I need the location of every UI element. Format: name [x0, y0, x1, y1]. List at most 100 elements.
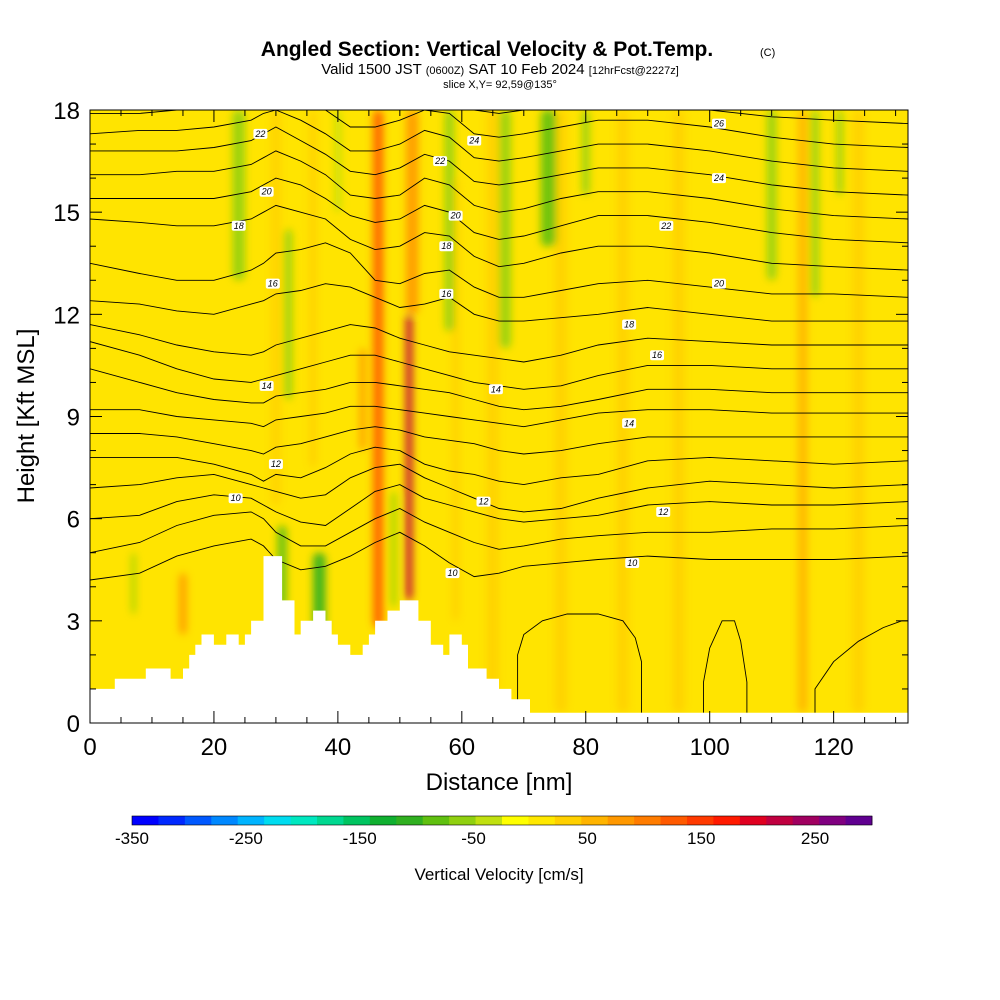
contour-label-bg [445, 568, 460, 579]
velocity-contour-1 [703, 620, 748, 713]
theta-contour-13 [90, 177, 908, 244]
contour-label-bg [622, 418, 637, 429]
contour-label-bg [711, 173, 726, 184]
colorbar-swatch-8 [343, 816, 371, 825]
contour-label-text: 16 [652, 350, 662, 360]
contour-label-bg [231, 220, 246, 231]
chart-slice-info: slice X,Y= 92,59@135° [443, 79, 557, 91]
contour-label-4: 14 [259, 380, 274, 391]
theta-contour-6 [90, 405, 908, 428]
contour-label-text: 22 [434, 156, 445, 166]
downdraft-column-11 [767, 110, 777, 281]
theta-contour-11 [90, 242, 908, 298]
contour-label-text: 20 [261, 187, 272, 197]
x-axis-label: Distance [nm] [426, 769, 573, 796]
contour-label-bg [656, 506, 671, 517]
y-tick-label-6: 18 [53, 98, 80, 125]
contour-label-text: 10 [231, 493, 241, 503]
contour-label-bg [439, 241, 454, 252]
theta-contour-4 [90, 446, 908, 486]
downdraft-column-7 [444, 110, 455, 332]
updraft-column-12 [798, 110, 808, 713]
contour-label-bg [228, 493, 243, 504]
y-tick-label-5: 15 [53, 200, 80, 227]
contour-label-bg [268, 459, 283, 470]
colorbar-swatch-27 [845, 816, 873, 825]
updraft-column-9 [554, 110, 568, 713]
contour-label-text: 12 [271, 459, 281, 469]
contour-label-22: 12 [656, 506, 671, 517]
contour-label-9: 20 [448, 210, 463, 221]
x-tick-label-1: 20 [201, 734, 228, 761]
contour-label-text: 14 [624, 418, 634, 428]
contour-label-bg [448, 210, 463, 221]
x-tick-label-0: 0 [83, 734, 96, 761]
colorbar: -350 -250 -150 -50 50 150 250 [115, 815, 873, 848]
colorbar-swatch-13 [475, 816, 503, 825]
x-tick-label-2: 40 [325, 734, 352, 761]
downdraft-column-9 [540, 110, 557, 247]
colorbar-swatch-11 [422, 816, 450, 825]
colorbar-tick-2: -150 [343, 829, 377, 848]
contour-label-text: 10 [627, 558, 637, 568]
contour-label-6: 10 [228, 493, 243, 504]
colorbar-swatch-1 [158, 816, 186, 825]
contour-label-text: 16 [268, 279, 278, 289]
colorbar-swatch-21 [687, 816, 714, 825]
colorbar-swatch-19 [634, 816, 661, 825]
contour-label-10: 18 [439, 241, 454, 252]
x-tick-label-5: 100 [690, 734, 730, 761]
contour-label-13: 12 [476, 496, 491, 507]
contour-label-bg [711, 278, 726, 289]
theta-contour-17 [90, 110, 908, 148]
contour-label-bg [659, 220, 674, 231]
contour-label-bg [467, 135, 482, 146]
colorbar-swatch-18 [607, 816, 635, 825]
colorbar-tick-0: -350 [115, 829, 149, 848]
updraft-column-2 [309, 110, 318, 468]
contour-label-text: 18 [234, 221, 244, 231]
updraft-column-0 [179, 573, 187, 635]
contour-label-5: 12 [268, 459, 283, 470]
contour-label-text: 24 [713, 173, 724, 183]
contour-label-bg [439, 288, 454, 299]
downdraft-column-13 [836, 110, 843, 196]
downdraft-column-10 [582, 110, 590, 196]
y-tick-label-0: 0 [67, 711, 80, 738]
contour-label-text: 18 [624, 320, 634, 330]
contour-label-14: 10 [445, 568, 460, 579]
contour-label-bg [650, 350, 665, 361]
x-tick-label-4: 80 [572, 734, 599, 761]
contour-label-8: 22 [433, 156, 448, 167]
updraft-column-3 [359, 348, 366, 451]
colorbar-swatch-5 [264, 816, 291, 825]
colorbar-swatch-3 [211, 816, 239, 825]
axis-ticks: 0 20 40 60 80 100 120 0 3 6 9 12 15 18 [53, 98, 908, 761]
colorbar-label: Vertical Velocity [cm/s] [414, 865, 583, 884]
contour-label-16: 24 [711, 173, 726, 184]
contour-label-text: 12 [658, 507, 668, 517]
contour-label-text: 18 [441, 241, 451, 251]
contour-label-bg [253, 128, 268, 139]
contour-label-text: 14 [491, 384, 501, 394]
colorbar-swatch-7 [317, 816, 344, 825]
theta-contour-9 [90, 324, 908, 363]
updraft-column-4 [373, 110, 384, 628]
downdraft-column-1 [232, 110, 245, 281]
contour-label-bg [476, 496, 491, 507]
colorbar-swatch-6 [290, 816, 318, 825]
downdraft-column-2 [284, 229, 293, 400]
theta-contour-7 [90, 368, 908, 411]
contour-label-18: 20 [711, 278, 726, 289]
colorbar-swatch-10 [396, 816, 424, 825]
downdraft-column-5 [391, 491, 397, 608]
colorbar-swatch-12 [449, 816, 476, 825]
contour-label-text: 12 [478, 497, 488, 507]
theta-contour-1 [90, 508, 908, 554]
colorbar-tick-1: -250 [229, 829, 263, 848]
contour-label-bg [259, 380, 274, 391]
updraft-column-1 [271, 110, 281, 506]
contour-label-text: 22 [254, 129, 265, 139]
contour-label-17: 22 [659, 220, 674, 231]
colorbar-swatch-4 [237, 816, 265, 825]
